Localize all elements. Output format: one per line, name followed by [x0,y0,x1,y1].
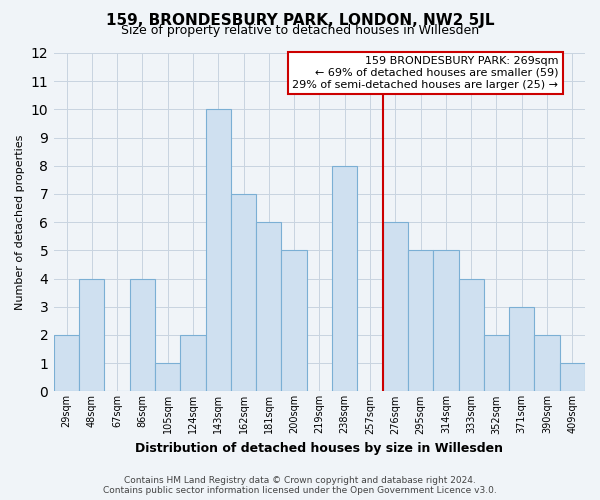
Bar [535,335,560,392]
Bar [408,250,433,392]
Bar [181,335,206,392]
Bar [383,222,408,392]
Bar [332,166,358,392]
Text: 159, BRONDESBURY PARK, LONDON, NW2 5JL: 159, BRONDESBURY PARK, LONDON, NW2 5JL [106,12,494,28]
Bar [560,363,585,392]
Bar [256,222,281,392]
Bar [433,250,458,392]
Bar [130,278,155,392]
Bar [484,335,509,392]
Bar [54,335,79,392]
Bar [231,194,256,392]
Bar [509,307,535,392]
Bar [79,278,104,392]
Bar [458,278,484,392]
Bar [206,110,231,392]
X-axis label: Distribution of detached houses by size in Willesden: Distribution of detached houses by size … [136,442,503,455]
Bar [155,363,181,392]
Text: 159 BRONDESBURY PARK: 269sqm
← 69% of detached houses are smaller (59)
29% of se: 159 BRONDESBURY PARK: 269sqm ← 69% of de… [292,56,559,90]
Bar [281,250,307,392]
Y-axis label: Number of detached properties: Number of detached properties [15,134,25,310]
Text: Size of property relative to detached houses in Willesden: Size of property relative to detached ho… [121,24,479,37]
Text: Contains HM Land Registry data © Crown copyright and database right 2024.
Contai: Contains HM Land Registry data © Crown c… [103,476,497,495]
